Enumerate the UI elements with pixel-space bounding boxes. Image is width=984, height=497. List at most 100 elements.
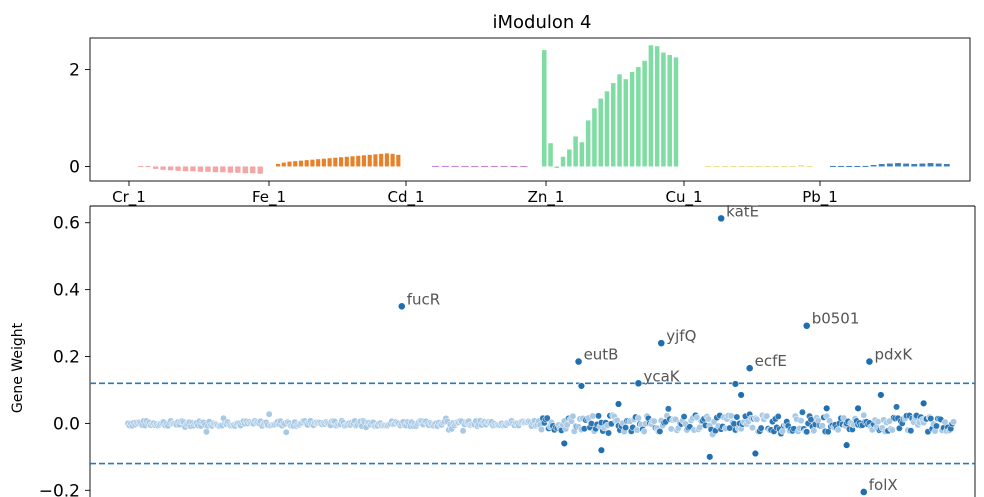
bar-chart: iModulon 4 0 2 Cr_1 Fe_1 Cd_1 Zn_1 Cu_1 Pb_1 xyxy=(69,12,971,207)
bar xyxy=(927,163,934,167)
gene-point xyxy=(874,418,882,426)
x-tick-label: Cu_1 xyxy=(665,188,702,207)
gene-point xyxy=(803,428,811,436)
bar xyxy=(935,163,942,167)
bar xyxy=(636,67,641,167)
bar-series xyxy=(138,45,950,174)
gene-point xyxy=(459,427,467,435)
gene-point xyxy=(893,403,900,411)
bar xyxy=(321,158,326,167)
bar xyxy=(461,165,469,167)
gene-point xyxy=(543,414,551,422)
bar xyxy=(287,161,292,167)
bar xyxy=(579,142,585,167)
y-axis-label: Gene Weight xyxy=(10,322,26,413)
gene-point xyxy=(706,453,714,461)
scatter-points xyxy=(124,214,958,496)
top-axes: 0 2 Cr_1 Fe_1 Cd_1 Zn_1 Cu_1 Pb_1 xyxy=(69,37,971,207)
y-tick-label: 0.2 xyxy=(53,348,80,368)
bar xyxy=(432,165,440,167)
x-tick-label: Cd_1 xyxy=(387,188,424,207)
bar xyxy=(542,50,547,167)
bar xyxy=(567,149,572,167)
chart-title: iModulon 4 xyxy=(493,12,592,33)
gene-point xyxy=(587,420,595,428)
bar xyxy=(481,165,489,167)
bar xyxy=(451,165,459,167)
gene-point xyxy=(751,449,760,458)
gene-point-labeled xyxy=(397,302,406,311)
gene-point xyxy=(614,400,623,408)
gene-point xyxy=(580,425,588,433)
gene-point xyxy=(622,424,630,432)
bar xyxy=(667,54,672,167)
top-frame xyxy=(89,37,971,182)
gene-point xyxy=(737,391,745,399)
bar xyxy=(361,155,367,167)
bar xyxy=(167,166,174,171)
bar xyxy=(220,166,226,173)
scatter-chart: −0.2 0.0 0.2 0.4 0.6 katE fucR eutB yjfQ b0501 ec… xyxy=(10,202,976,497)
bar xyxy=(611,83,616,167)
gene-point xyxy=(854,404,862,413)
gene-point xyxy=(538,426,545,433)
gene-label: b0501 xyxy=(812,310,860,328)
x-tick-label: Zn_1 xyxy=(528,188,565,207)
bar xyxy=(654,46,660,167)
gene-point-labeled xyxy=(802,321,811,330)
gene-point xyxy=(595,412,602,420)
gene-point xyxy=(933,422,940,430)
gene-point-labeled xyxy=(657,339,666,348)
gene-point xyxy=(656,427,664,435)
gene-label: folX xyxy=(869,476,898,494)
bottom-axes: −0.2 0.0 0.2 0.4 0.6 xyxy=(39,205,976,497)
gene-point xyxy=(696,423,704,431)
bar xyxy=(350,156,355,167)
bar xyxy=(293,161,298,167)
bar xyxy=(310,159,315,167)
bar xyxy=(490,165,498,167)
gene-point xyxy=(202,428,210,436)
bar xyxy=(585,120,591,167)
gene-point xyxy=(774,413,782,420)
gene-point xyxy=(927,415,935,422)
bar xyxy=(138,165,144,167)
y-tick-label: 2 xyxy=(69,61,80,81)
bar xyxy=(721,165,729,167)
bar xyxy=(367,154,372,167)
bar xyxy=(242,166,248,174)
bar xyxy=(356,155,361,167)
bar xyxy=(276,164,281,167)
gene-label: fucR xyxy=(407,290,440,308)
bar xyxy=(919,163,926,167)
gene-point xyxy=(818,422,826,430)
bar xyxy=(212,166,219,173)
bar xyxy=(197,166,204,172)
bar xyxy=(764,165,771,167)
bar xyxy=(730,165,737,167)
gene-point xyxy=(680,413,688,421)
x-tick-label: Fe_1 xyxy=(252,188,286,207)
bar xyxy=(333,157,338,167)
bar xyxy=(623,79,629,167)
gene-point xyxy=(282,428,290,436)
y-tick-label: 0.6 xyxy=(53,214,80,234)
bar xyxy=(713,165,720,167)
bar xyxy=(673,57,679,167)
gene-label: pdxK xyxy=(874,346,913,364)
bar xyxy=(373,154,378,167)
gene-point xyxy=(650,417,658,425)
gene-point xyxy=(877,391,885,399)
gene-point xyxy=(731,380,740,388)
gene-point xyxy=(577,382,586,390)
bar xyxy=(838,165,844,167)
gene-point xyxy=(667,425,675,433)
gene-point xyxy=(569,412,577,420)
y-tick-label: −0.2 xyxy=(39,481,80,497)
bar xyxy=(830,165,836,167)
y-tick-label: 0.0 xyxy=(53,414,80,434)
bar xyxy=(510,165,518,167)
gene-label: katE xyxy=(726,202,759,220)
bar xyxy=(854,165,861,167)
x-tick-label: Pb_1 xyxy=(802,188,838,207)
